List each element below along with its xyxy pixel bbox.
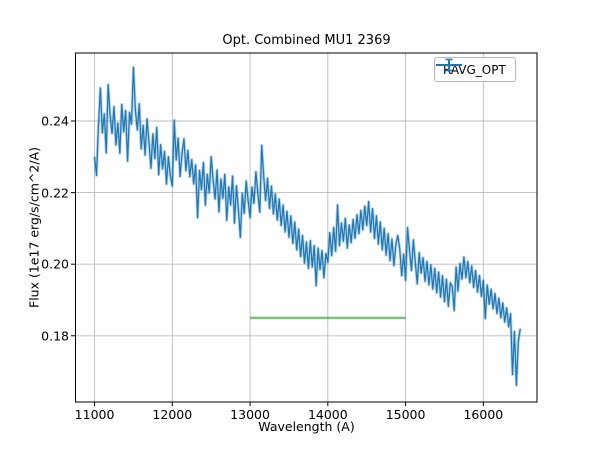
x-tick-label: 13000 [230,407,270,422]
x-tick-label: 15000 [385,407,426,422]
x-tick-label: 12000 [152,407,193,422]
grid-lines [75,53,537,402]
series-line-ravg-opt [93,66,521,386]
x-tick-label: 11000 [74,407,115,422]
data-series-layer [93,65,522,387]
y-tick-label: 0.22 [41,185,69,201]
y-axis-label: Flux (1e17 erg/s/cm^2/A) [26,147,42,308]
legend-box: RAVG_OPT [434,57,516,82]
series-errorbar-halo [93,65,522,387]
y-tick-label: 0.18 [41,328,69,344]
y-tick-label: 0.24 [41,113,69,129]
x-axis-label: Wavelength (A) [258,419,355,434]
y-tick-label: 0.20 [41,256,69,272]
errorbar-legend-icon [436,58,462,72]
chart-title: Opt. Combined MU1 2369 [222,33,391,48]
plot-frame [75,52,538,403]
legend-entry-label: RAVG_OPT [443,63,506,77]
axis-tick-marks [71,120,484,406]
x-tick-label: 16000 [463,407,504,422]
x-tick-label: 14000 [307,407,348,422]
